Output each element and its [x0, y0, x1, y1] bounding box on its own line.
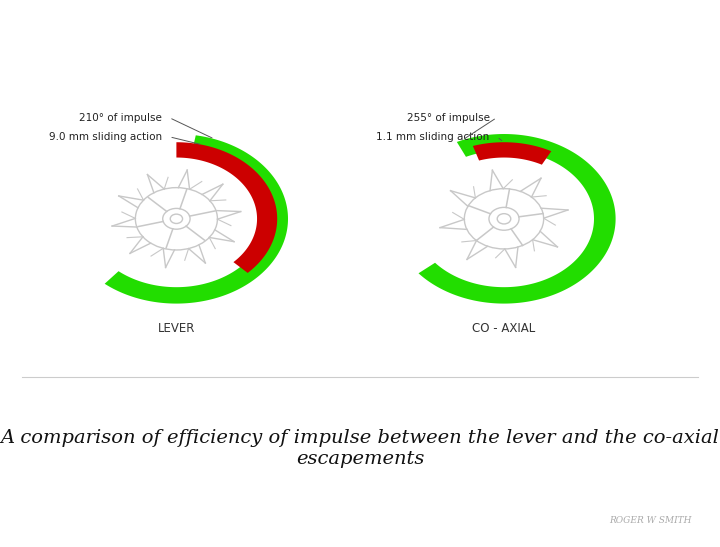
- Polygon shape: [104, 135, 288, 304]
- Text: 9.0 mm sliding action: 9.0 mm sliding action: [49, 132, 162, 142]
- Text: 210° of impulse: 210° of impulse: [79, 113, 162, 123]
- Text: 255° of impulse: 255° of impulse: [407, 113, 490, 123]
- Polygon shape: [418, 134, 616, 304]
- Text: CO - AXIAL: CO - AXIAL: [472, 322, 536, 335]
- Text: ROGER W SMITH: ROGER W SMITH: [608, 516, 691, 525]
- Polygon shape: [473, 142, 552, 165]
- Text: 1.1 mm sliding action: 1.1 mm sliding action: [377, 132, 490, 142]
- Text: A comparison of efficiency of impulse between the lever and the co-axial
escapem: A comparison of efficiency of impulse be…: [1, 429, 719, 468]
- Polygon shape: [176, 142, 277, 273]
- Text: LEVER: LEVER: [158, 322, 195, 335]
